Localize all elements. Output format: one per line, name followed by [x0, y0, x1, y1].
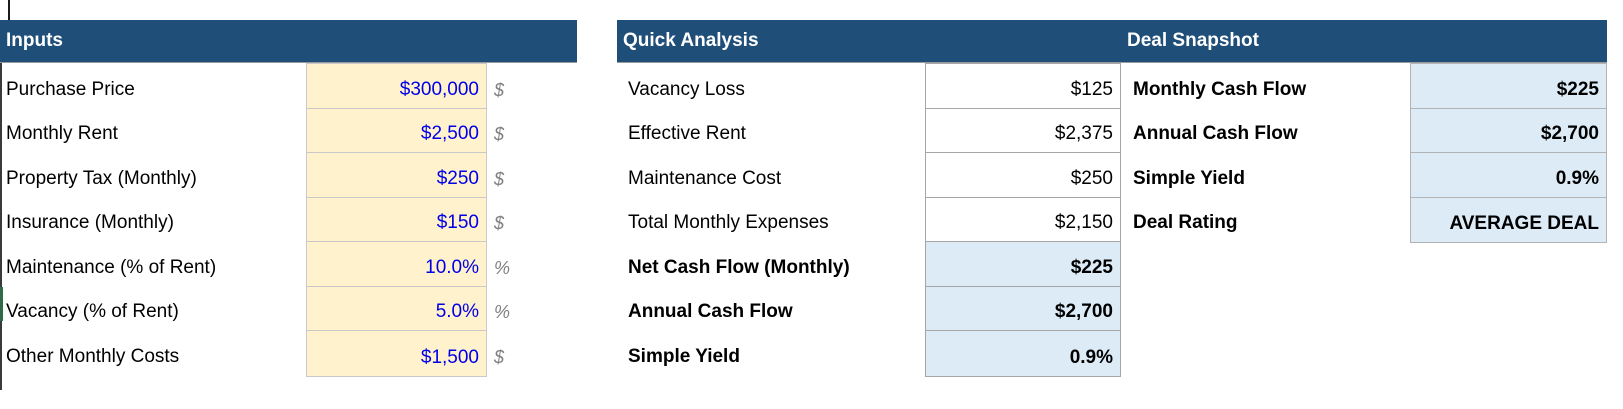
- snapshot-cell-annual-cash-flow[interactable]: $2,700: [1411, 109, 1606, 153]
- label-deal-rating: Deal Rating: [1133, 212, 1238, 233]
- inputs-value-column: $300,000 $2,500 $250 $150 10.0% 5.0% $1,…: [306, 63, 487, 377]
- label-property-tax: Property Tax (Monthly): [6, 167, 197, 189]
- deal-snapshot-label-column: Monthly Cash Flow Annual Cash Flow Simpl…: [1127, 63, 1402, 241]
- unit-label: $: [494, 124, 505, 144]
- label-monthly-cash-flow: Monthly Cash Flow: [1133, 78, 1307, 100]
- unit-label: $: [494, 168, 505, 189]
- sheet-edge-accent: [0, 287, 3, 321]
- unit-label: $: [494, 213, 505, 233]
- value-cell-net-cash-flow[interactable]: $225: [926, 242, 1120, 287]
- label-net-cash-flow: Net Cash Flow (Monthly): [628, 256, 850, 278]
- input-cell-purchase-price[interactable]: $300,000: [307, 64, 486, 109]
- deal-snapshot-value-column: $225 $2,700 0.9% AVERAGE DEAL: [1410, 63, 1607, 243]
- label-purchase-price: Purchase Price: [6, 78, 135, 100]
- input-cell-property-tax[interactable]: $250: [307, 153, 486, 198]
- input-cell-vacancy-pct[interactable]: 5.0%: [307, 287, 486, 331]
- snapshot-cell-simple-yield[interactable]: 0.9%: [1411, 153, 1606, 198]
- analysis-section-header: Quick Analysis Deal Snapshot: [617, 20, 1607, 63]
- unit-label: %: [494, 302, 511, 322]
- inputs-section-header: Inputs: [0, 20, 577, 63]
- input-cell-insurance[interactable]: $150: [307, 198, 486, 242]
- input-cell-monthly-rent[interactable]: $2,500: [307, 109, 486, 153]
- label-monthly-rent: Monthly Rent: [6, 123, 118, 144]
- label-vacancy-loss: Vacancy Loss: [628, 78, 745, 100]
- label-total-monthly-expenses: Total Monthly Expenses: [628, 212, 829, 233]
- value-cell-effective-rent[interactable]: $2,375: [926, 109, 1120, 153]
- label-annual-cash-flow: Annual Cash Flow: [628, 301, 793, 322]
- deal-snapshot-title: Deal Snapshot: [1127, 30, 1259, 51]
- snapshot-cell-deal-rating[interactable]: AVERAGE DEAL: [1449, 213, 1599, 234]
- quick-analysis-value-column: $125 $2,375 $250 $2,150 $225 $2,700 0.9%: [925, 63, 1121, 377]
- label-snapshot-simple-yield: Simple Yield: [1133, 167, 1245, 189]
- label-snapshot-annual-cash-flow: Annual Cash Flow: [1133, 123, 1298, 144]
- quick-analysis-title: Quick Analysis: [623, 30, 759, 51]
- label-simple-yield: Simple Yield: [628, 345, 740, 367]
- label-maintenance-pct: Maintenance (% of Rent): [6, 256, 217, 278]
- inputs-label-column: Purchase Price Monthly Rent Property Tax…: [0, 63, 300, 375]
- input-cell-other-costs[interactable]: $1,500: [420, 346, 479, 368]
- input-cell-maintenance-pct[interactable]: 10.0%: [307, 242, 486, 287]
- unit-label: $: [494, 346, 505, 367]
- label-vacancy-pct: Vacancy (% of Rent): [6, 301, 179, 322]
- sheet-edge-line: [0, 20, 2, 390]
- inputs-title: Inputs: [6, 30, 63, 51]
- value-cell-total-monthly-expenses[interactable]: $2,150: [926, 198, 1120, 242]
- label-insurance: Insurance (Monthly): [6, 212, 174, 233]
- unit-label: %: [494, 257, 511, 278]
- value-cell-vacancy-loss[interactable]: $125: [926, 64, 1120, 109]
- label-maintenance-cost: Maintenance Cost: [628, 167, 782, 189]
- quick-analysis-label-column: Vacancy Loss Effective Rent Maintenance …: [622, 63, 920, 375]
- value-cell-annual-cash-flow[interactable]: $2,700: [926, 286, 1120, 331]
- snapshot-cell-monthly-cash-flow[interactable]: $225: [1411, 64, 1606, 109]
- label-effective-rent: Effective Rent: [628, 123, 746, 144]
- unit-label: $: [494, 79, 505, 100]
- cell-border-tick: [8, 0, 10, 20]
- label-other-costs: Other Monthly Costs: [6, 345, 180, 367]
- value-cell-simple-yield[interactable]: 0.9%: [926, 331, 1120, 376]
- value-cell-maintenance-cost[interactable]: $250: [926, 153, 1120, 198]
- inputs-unit-column: $ $ $ $ % % $: [489, 63, 549, 375]
